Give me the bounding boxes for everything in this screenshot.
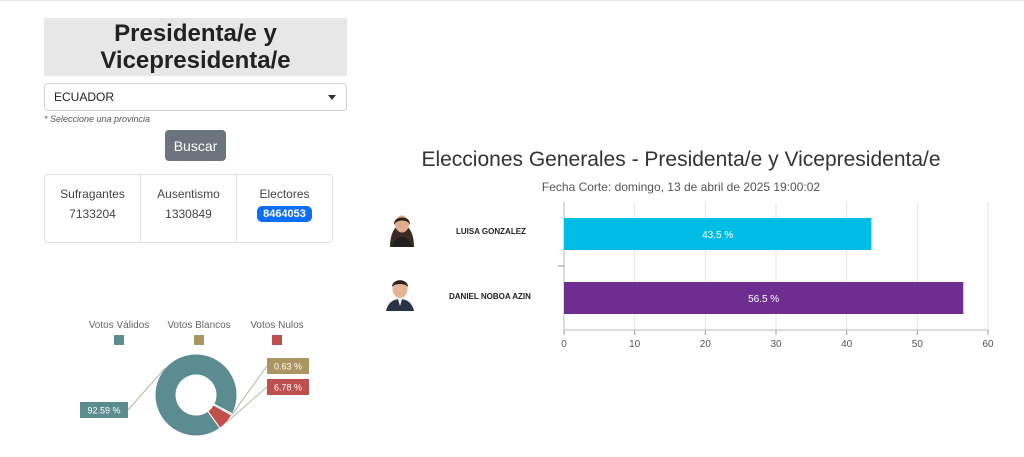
stat-label: Sufragantes [60,187,125,201]
donut-data-label: 92.59 % [87,406,120,416]
luisa-gonzalez-avatar [385,211,419,247]
x-tick-label: 50 [912,339,924,350]
stats-card: Sufragantes 7133204 Ausentismo 1330849 E… [44,174,333,243]
daniel-noboa-avatar [383,275,417,311]
donut-slice [154,353,238,437]
x-tick-label: 0 [561,339,567,350]
stat-value: 1330849 [165,207,212,221]
bar-chart: 0 10 20 30 40 50 60 43.5 % 56.5 % [558,202,994,350]
stat-electores: Electores 8464053 [237,175,332,242]
caret-down-icon [328,94,336,100]
page-title: Presidenta/e y Vicepresidenta/e [44,18,347,76]
callout-box [80,402,128,418]
legend-swatch [272,335,282,345]
x-tick-label: 30 [770,339,782,350]
top-divider [0,0,1024,1]
stat-value: 7133204 [69,207,116,221]
candidate-name: DANIEL NOBOA AZIN [449,292,531,301]
bar-data-label: 56.5 % [748,294,779,305]
callout-line [226,386,268,423]
donut-data-label: 6.78 % [274,383,302,393]
search-button[interactable]: Buscar [165,130,226,161]
legend-swatch [194,335,204,345]
bar [564,218,872,250]
x-tick-label: 60 [982,339,994,350]
x-tick-label: 20 [700,339,712,350]
legend-label: Votos Blancos [167,320,230,331]
callout-line [127,367,166,411]
province-select[interactable]: ECUADOR [44,83,347,111]
callout-box [267,358,309,374]
electores-badge: 8464053 [257,206,312,222]
bar-chart-subtitle: Fecha Corte: domingo, 13 de abril de 202… [541,180,821,194]
filter-panel: Presidenta/e y Vicepresidenta/e ECUADOR … [44,18,347,243]
bar-chart-title: Elecciones Generales - Presidenta/e y Vi… [421,148,941,171]
stat-sufragantes: Sufragantes 7133204 [45,175,141,242]
donut-chart: Votos Válidos Votos Blancos Votos Nulos 92.… [80,320,309,437]
province-hint: * Seleccione una provincia [44,114,151,124]
legend-label: Votos Válidos [89,320,150,331]
donut-slice [207,404,233,429]
donut-data-label: 0.63 % [274,362,302,372]
bar-data-label: 43.5 % [702,230,733,241]
bar [564,282,964,314]
legend-label: Votos Nulos [250,320,303,331]
x-tick-label: 10 [629,339,641,350]
candidate-name: LUISA GONZALEZ [456,227,526,236]
callout-line [231,365,268,415]
x-tick-label: 40 [841,339,853,350]
legend-swatch [114,335,124,345]
stat-ausentismo: Ausentismo 1330849 [141,175,237,242]
province-select-value: ECUADOR [54,90,115,104]
callout-box [267,379,309,395]
stat-label: Electores [259,187,310,201]
stat-label: Ausentismo [157,187,220,201]
